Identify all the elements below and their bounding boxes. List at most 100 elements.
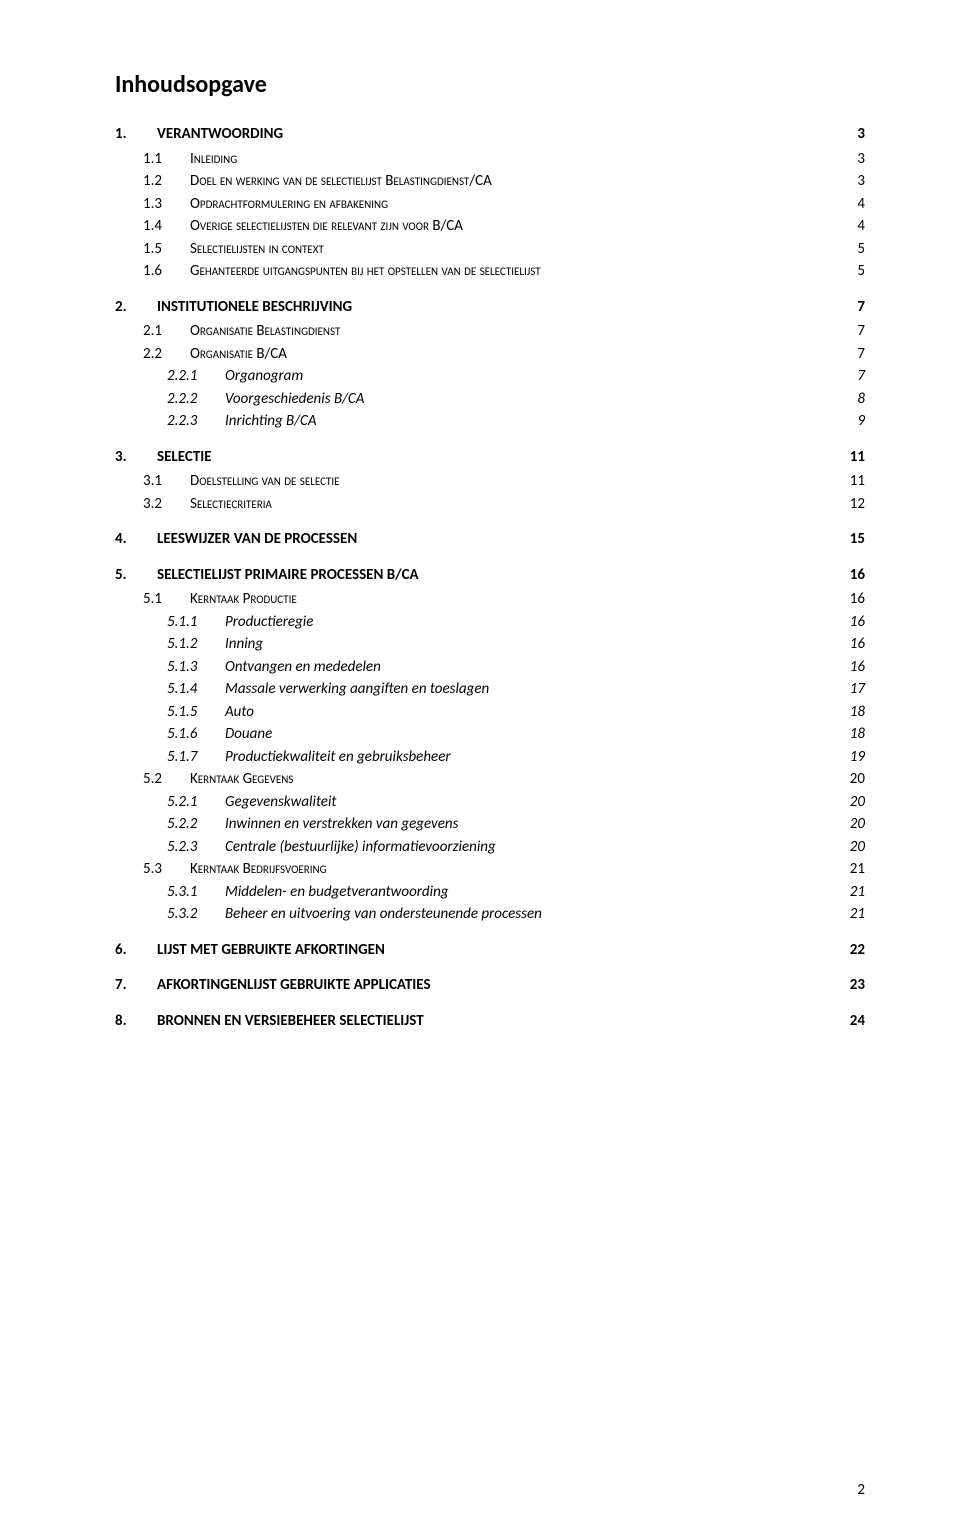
toc-entry-num: 4. bbox=[115, 528, 157, 551]
toc-entry-page: 16 bbox=[841, 633, 865, 656]
toc-entry: 2.2.3Inrichting B/CA9 bbox=[115, 410, 865, 433]
toc-entry-page: 11 bbox=[841, 470, 865, 493]
toc-entry-num: 1.5 bbox=[115, 238, 190, 261]
toc-entry-num: 1. bbox=[115, 123, 157, 146]
toc-entry-num: 1.4 bbox=[115, 215, 190, 238]
toc-entry-page: 5 bbox=[841, 238, 865, 261]
toc-entry-num: 5.1.4 bbox=[115, 678, 225, 701]
toc-entry: 1.1Inleiding3 bbox=[115, 148, 865, 171]
toc-entry-label: LEESWIJZER VAN DE PROCESSEN bbox=[157, 528, 357, 551]
toc-entry-label: Selectielijsten in context bbox=[190, 238, 324, 261]
toc-entry-num: 5.3.1 bbox=[115, 881, 225, 904]
toc-entry-page: 7 bbox=[841, 365, 865, 388]
toc-entry: 2.1Organisatie Belastingdienst 7 bbox=[115, 320, 865, 343]
toc-entry-page: 12 bbox=[841, 493, 865, 516]
toc-entry-num: 6. bbox=[115, 939, 157, 962]
toc-entry-label: Inrichting B/CA bbox=[225, 410, 317, 433]
toc-entry-label: Kerntaak Bedrijfsvoering bbox=[190, 858, 327, 881]
toc-entry-page: 7 bbox=[841, 320, 865, 343]
toc-entry-page: 3 bbox=[841, 148, 865, 171]
toc-entry: 7.AFKORTINGENLIJST GEBRUIKTE APPLICATIES… bbox=[115, 974, 865, 997]
toc-entry-label: Ontvangen en mededelen bbox=[225, 656, 381, 679]
toc-entry: 5.1.1Productieregie 16 bbox=[115, 611, 865, 634]
toc-entry-page: 16 bbox=[841, 564, 865, 587]
toc-entry-page: 9 bbox=[841, 410, 865, 433]
toc-entry: 5.1.3Ontvangen en mededelen16 bbox=[115, 656, 865, 679]
toc-entry-label: SELECTIE bbox=[157, 446, 212, 469]
toc-entry: 3.2Selectiecriteria12 bbox=[115, 493, 865, 516]
toc-entry-page: 20 bbox=[841, 813, 865, 836]
toc-entry-page: 17 bbox=[841, 678, 865, 701]
toc-entry: 1.2Doel en werking van de selectielijst … bbox=[115, 170, 865, 193]
toc-entry-label: Productieregie bbox=[225, 611, 313, 634]
toc-entry-label: Organogram bbox=[225, 365, 303, 388]
toc-entry-num: 5.2 bbox=[115, 768, 190, 791]
toc-entry-label: Kerntaak Productie bbox=[190, 588, 297, 611]
toc-entry-page: 18 bbox=[841, 701, 865, 724]
toc-entry-label: Doel en werking van de selectielijst Bel… bbox=[190, 170, 492, 193]
toc-entry-page: 3 bbox=[841, 123, 865, 146]
toc-entry-label: Organisatie Belastingdienst bbox=[190, 320, 340, 343]
toc-entry-page: 19 bbox=[841, 746, 865, 769]
toc-entry-label: Centrale (bestuurlijke) informatievoorzi… bbox=[225, 836, 496, 859]
toc-entry: 5.1Kerntaak Productie16 bbox=[115, 588, 865, 611]
toc-entry-num: 8. bbox=[115, 1010, 157, 1033]
toc-entry-num: 5.1.5 bbox=[115, 701, 225, 724]
toc-entry-label: Voorgeschiedenis B/CA bbox=[225, 388, 364, 411]
page-number: 2 bbox=[857, 1481, 865, 1499]
toc-title: Inhoudsopgave bbox=[115, 70, 865, 99]
toc-entry-num: 3.2 bbox=[115, 493, 190, 516]
page: Inhoudsopgave 1.VERANTWOORDING31.1Inleid… bbox=[0, 0, 960, 1539]
toc-entry-label: Organisatie B/CA bbox=[190, 343, 287, 366]
toc-entry: 2.2.2Voorgeschiedenis B/CA8 bbox=[115, 388, 865, 411]
toc-entry-num: 5. bbox=[115, 564, 157, 587]
toc-container: 1.VERANTWOORDING31.1Inleiding31.2Doel en… bbox=[115, 123, 865, 1032]
toc-entry-page: 15 bbox=[841, 528, 865, 551]
toc-entry-num: 7. bbox=[115, 974, 157, 997]
toc-entry: 1.5Selectielijsten in context 5 bbox=[115, 238, 865, 261]
toc-entry: 5.1.7Productiekwaliteit en gebruiksbehee… bbox=[115, 746, 865, 769]
toc-entry-label: Inwinnen en verstrekken van gegevens bbox=[225, 813, 458, 836]
toc-entry-page: 4 bbox=[841, 215, 865, 238]
toc-entry-label: SELECTIELIJST PRIMAIRE PROCESSEN B/CA bbox=[157, 564, 419, 587]
toc-entry-page: 20 bbox=[841, 791, 865, 814]
toc-entry: 6.LIJST MET GEBRUIKTE AFKORTINGEN22 bbox=[115, 939, 865, 962]
toc-entry: 2.INSTITUTIONELE BESCHRIJVING7 bbox=[115, 296, 865, 319]
toc-entry-page: 8 bbox=[841, 388, 865, 411]
toc-entry: 5.2Kerntaak Gegevens20 bbox=[115, 768, 865, 791]
toc-entry-page: 4 bbox=[841, 193, 865, 216]
toc-entry-num: 5.2.2 bbox=[115, 813, 225, 836]
toc-entry: 5.2.1Gegevenskwaliteit 20 bbox=[115, 791, 865, 814]
toc-entry-page: 21 bbox=[841, 903, 865, 926]
toc-entry: 3.1Doelstelling van de selectie11 bbox=[115, 470, 865, 493]
toc-entry: 5.3.1Middelen- en budgetverantwoording21 bbox=[115, 881, 865, 904]
toc-entry-label: Beheer en uitvoering van ondersteunende … bbox=[225, 903, 542, 926]
toc-entry-page: 21 bbox=[841, 858, 865, 881]
toc-entry-label: LIJST MET GEBRUIKTE AFKORTINGEN bbox=[157, 939, 385, 962]
toc-entry-num: 5.2.3 bbox=[115, 836, 225, 859]
toc-entry: 3.SELECTIE11 bbox=[115, 446, 865, 469]
toc-entry-num: 5.1.1 bbox=[115, 611, 225, 634]
toc-entry-num: 1.6 bbox=[115, 260, 190, 283]
toc-entry-page: 16 bbox=[841, 611, 865, 634]
toc-entry-page: 24 bbox=[841, 1010, 865, 1033]
toc-entry: 2.2.1Organogram7 bbox=[115, 365, 865, 388]
toc-entry: 4.LEESWIJZER VAN DE PROCESSEN 15 bbox=[115, 528, 865, 551]
toc-entry-label: Doelstelling van de selectie bbox=[190, 470, 340, 493]
toc-entry-num: 2.1 bbox=[115, 320, 190, 343]
toc-entry: 1.4Overige selectielijsten die relevant … bbox=[115, 215, 865, 238]
toc-entry-label: BRONNEN EN VERSIEBEHEER SELECTIELIJST bbox=[157, 1010, 424, 1033]
toc-entry-label: Gegevenskwaliteit bbox=[225, 791, 336, 814]
toc-entry-label: Overige selectielijsten die relevant zij… bbox=[190, 215, 463, 238]
toc-entry-label: Inleiding bbox=[190, 148, 237, 171]
toc-entry-label: Inning bbox=[225, 633, 263, 656]
toc-entry-page: 18 bbox=[841, 723, 865, 746]
toc-entry-num: 5.1.6 bbox=[115, 723, 225, 746]
toc-entry: 5.3Kerntaak Bedrijfsvoering21 bbox=[115, 858, 865, 881]
toc-entry-page: 16 bbox=[841, 656, 865, 679]
toc-entry-label: Gehanteerde uitgangspunten bij het opste… bbox=[190, 260, 541, 283]
toc-entry-num: 5.2.1 bbox=[115, 791, 225, 814]
toc-entry: 5.1.4Massale verwerking aangiften en toe… bbox=[115, 678, 865, 701]
toc-entry: 8.BRONNEN EN VERSIEBEHEER SELECTIELIJST 2… bbox=[115, 1010, 865, 1033]
toc-entry-num: 5.1.2 bbox=[115, 633, 225, 656]
